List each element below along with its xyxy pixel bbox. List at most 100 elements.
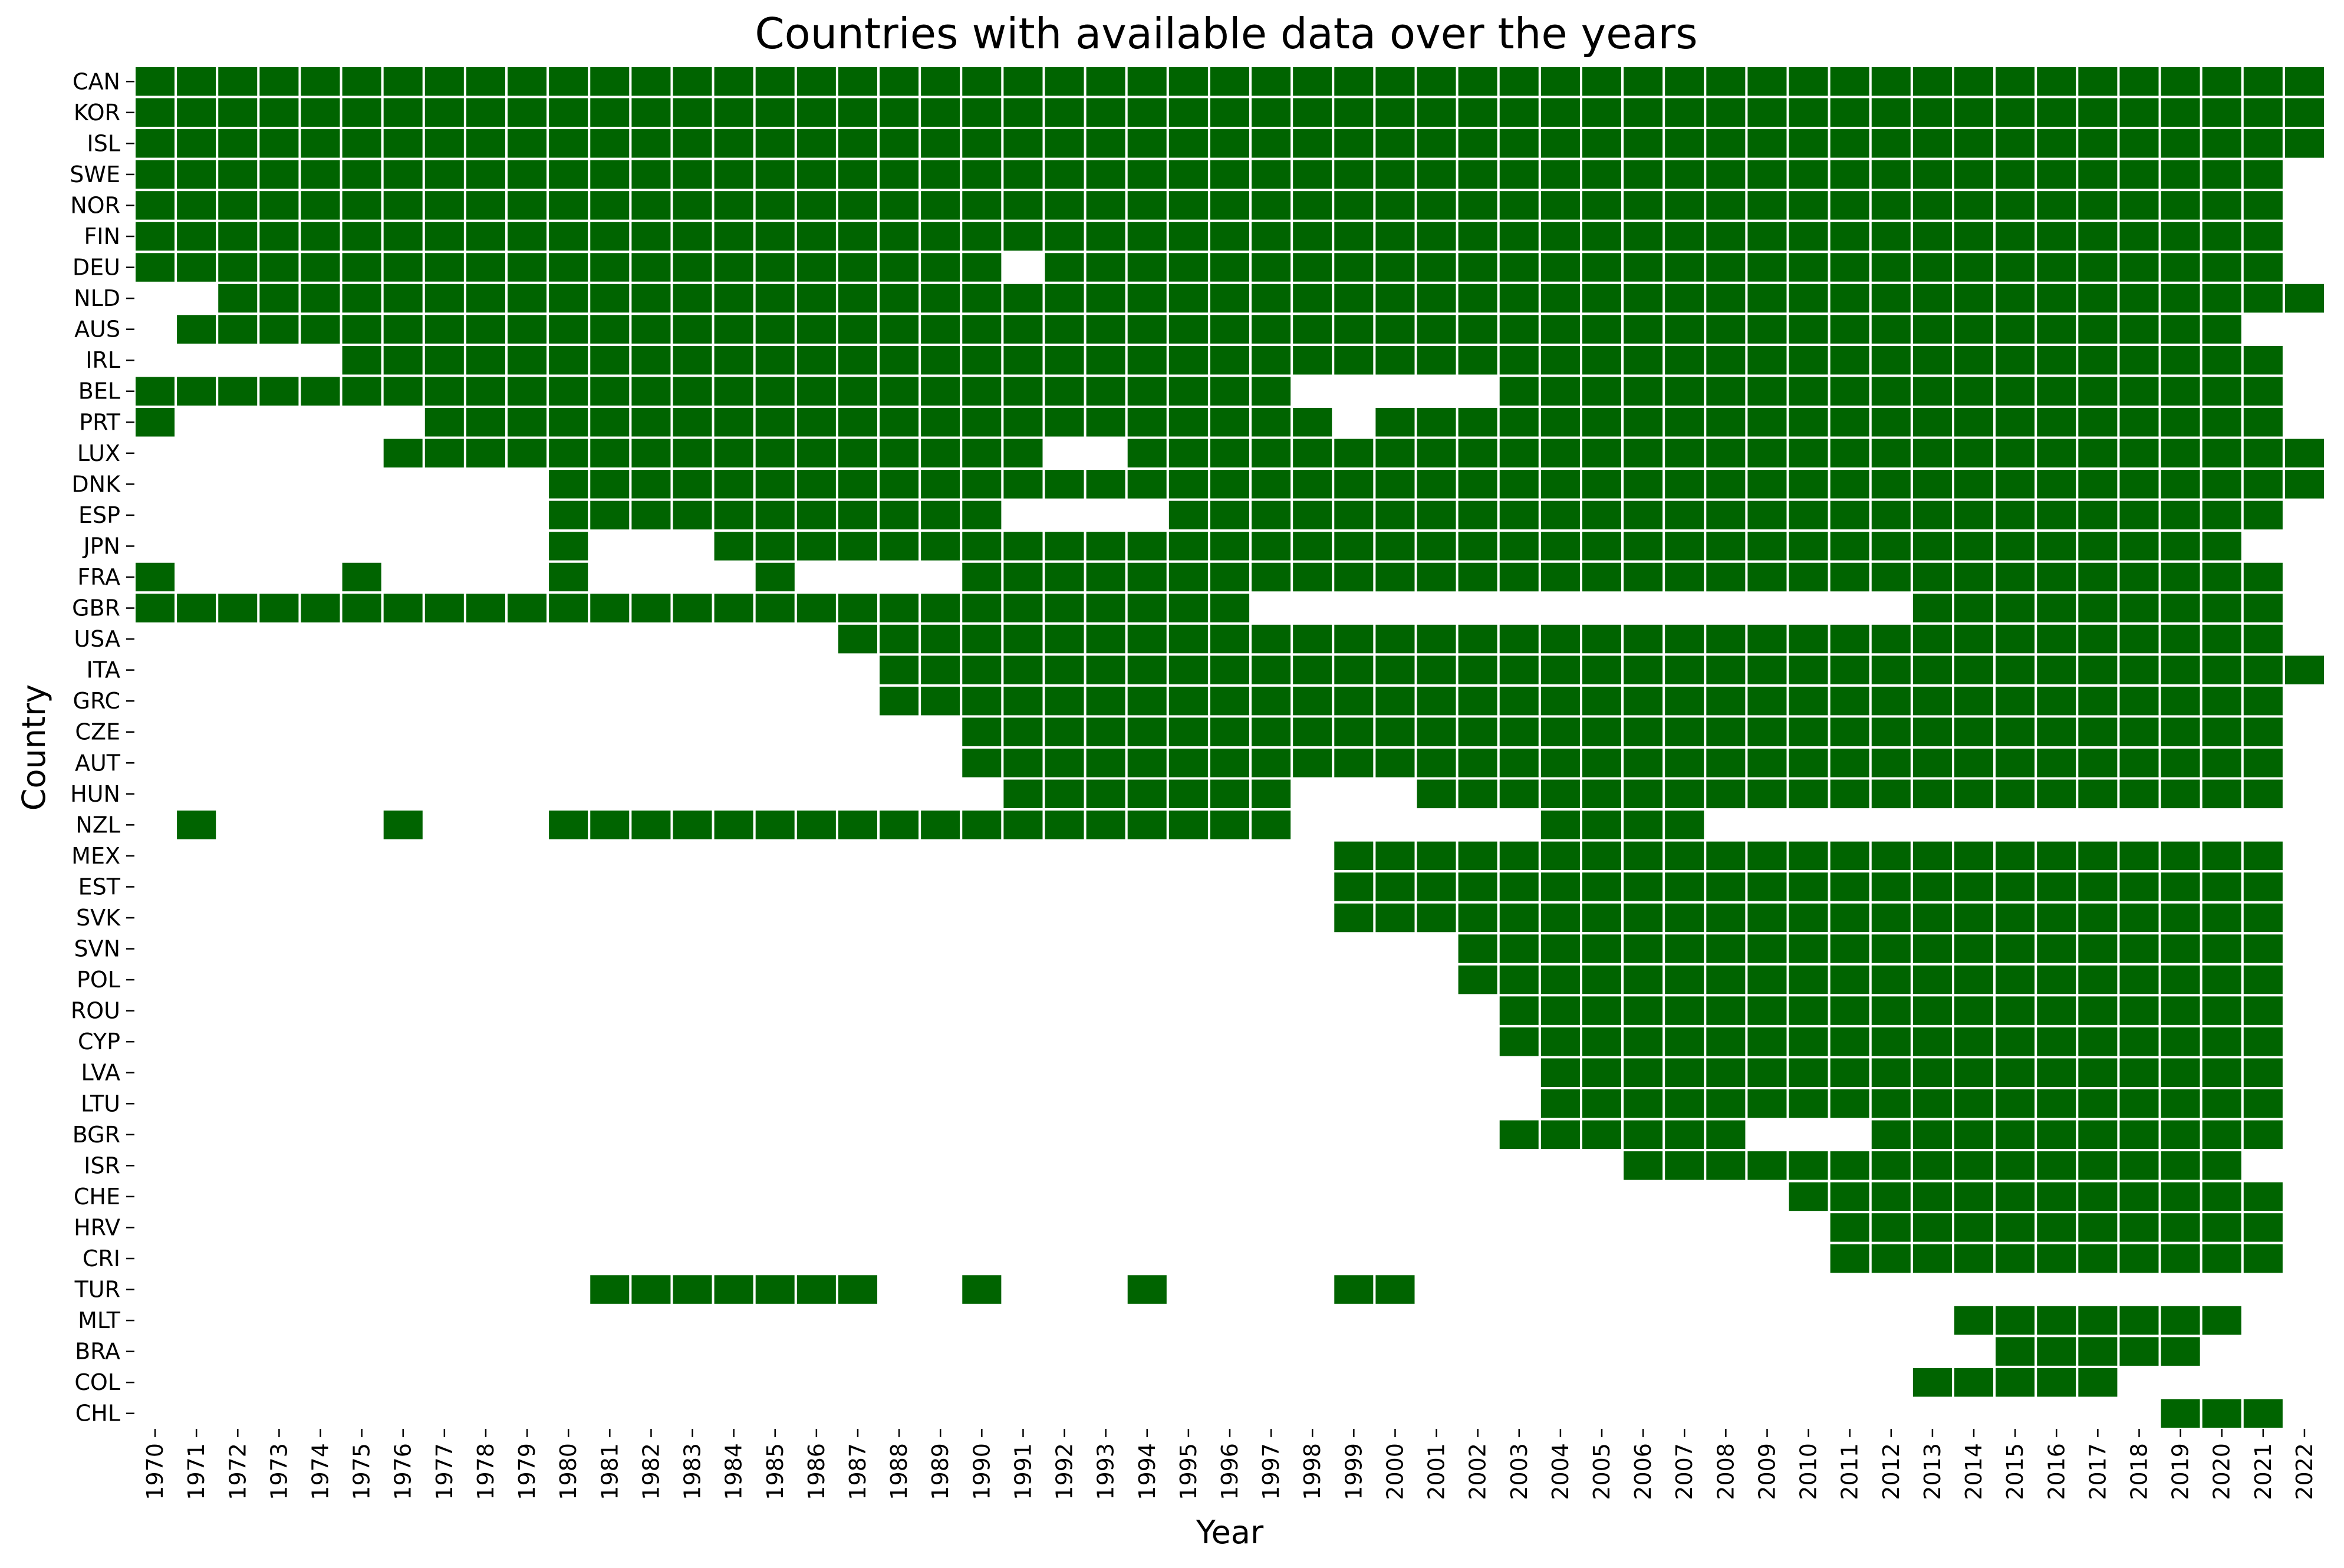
cell-ROU-2008 <box>1704 994 1748 1027</box>
cell-USA-1990 <box>960 622 1004 656</box>
cell-BGR-2020 <box>2200 1118 2244 1152</box>
cell-MEX-2016 <box>2034 839 2079 873</box>
cell-GRC-2006 <box>1621 684 1665 718</box>
cell-BEL-1970 <box>133 374 177 408</box>
cell-JPN-1993 <box>1084 529 1128 563</box>
x-tick-label: 2012 <box>1878 1443 1904 1500</box>
cell-GBR-2019 <box>2158 591 2203 625</box>
cell-NLD-1995 <box>1166 281 1210 315</box>
cell-AUT-2016 <box>2034 746 2079 780</box>
cell-AUT-2001 <box>1414 746 1459 780</box>
cell-ROU-2012 <box>1869 994 1913 1027</box>
cell-POL-2005 <box>1579 963 1624 997</box>
cell-NLD-2011 <box>1828 281 1872 315</box>
cell-NOR-2017 <box>2076 189 2120 222</box>
cell-NOR-1999 <box>1332 189 1376 222</box>
x-axis-ticks: 1970 1971 1972 1973 1974 1975 1976 1977 1978 1979… <box>142 1429 2317 1500</box>
cell-KOR-1982 <box>629 95 673 130</box>
cell-NLD-2016 <box>2034 281 2079 315</box>
cell-HUN-1991 <box>1001 777 1045 811</box>
cell-NLD-2020 <box>2200 281 2244 315</box>
y-tick-label: KOR <box>74 100 120 126</box>
x-tick-label: 2007 <box>1671 1443 1697 1500</box>
cell-CHE-2014 <box>1951 1180 1996 1214</box>
cell-DEU-1975 <box>340 251 384 284</box>
cell-CAN-1989 <box>918 65 963 98</box>
cell-FIN-2006 <box>1621 219 1665 253</box>
cell-NOR-2000 <box>1373 189 1417 222</box>
cell-GRC-1999 <box>1332 684 1376 718</box>
cell-SWE-1974 <box>298 157 343 192</box>
cell-ISR-2020 <box>2200 1149 2244 1182</box>
cell-AUT-1995 <box>1166 746 1210 780</box>
cell-ITA-1989 <box>918 653 963 687</box>
cell-NOR-2003 <box>1497 189 1541 222</box>
cell-HRV-2016 <box>2034 1211 2079 1244</box>
cell-KOR-1980 <box>547 95 591 130</box>
cell-DEU-1995 <box>1166 251 1210 284</box>
cell-DNK-2004 <box>1538 467 1582 501</box>
cell-NOR-1973 <box>257 189 301 222</box>
cell-ISR-2011 <box>1828 1149 1872 1182</box>
cell-NOR-1970 <box>133 189 177 222</box>
cell-NZL-2006 <box>1621 808 1665 842</box>
x-tick-label: 1992 <box>1052 1443 1078 1500</box>
cell-FIN-2014 <box>1951 219 1996 253</box>
cell-AUS-2005 <box>1579 312 1624 346</box>
cell-JPN-2000 <box>1373 529 1417 563</box>
cell-ISL-2003 <box>1497 127 1541 160</box>
cell-CYP-2008 <box>1704 1025 1748 1059</box>
cell-NLD-1999 <box>1332 281 1376 315</box>
x-tick-label: 1984 <box>721 1443 747 1500</box>
cell-CZE-2017 <box>2076 715 2120 749</box>
cell-SWE-2012 <box>1869 157 1913 192</box>
cell-KOR-1996 <box>1207 95 1252 130</box>
cell-ITA-2009 <box>1745 653 1789 687</box>
cell-FIN-1994 <box>1125 219 1169 253</box>
cell-CZE-2010 <box>1786 715 1831 749</box>
cell-SWE-2016 <box>2034 157 2079 192</box>
cell-ESP-2010 <box>1786 498 1831 532</box>
cell-DEU-1972 <box>216 251 260 284</box>
cell-SWE-1981 <box>588 157 632 192</box>
cell-FIN-1978 <box>463 219 508 253</box>
cell-ESP-2003 <box>1497 498 1541 532</box>
cell-CYP-2007 <box>1662 1025 1707 1059</box>
cell-ISL-1971 <box>175 127 219 160</box>
cell-ISR-2016 <box>2034 1149 2079 1182</box>
cell-ITA-1988 <box>877 653 921 687</box>
cell-FIN-1987 <box>835 219 880 253</box>
cell-NLD-2021 <box>2241 281 2285 315</box>
cell-CHE-2012 <box>1869 1180 1913 1214</box>
cell-ISL-1972 <box>216 127 260 160</box>
cell-NLD-1972 <box>216 281 260 315</box>
y-tick-label: BEL <box>78 378 120 404</box>
cell-SVK-2007 <box>1662 901 1707 935</box>
cell-ISL-2017 <box>2076 127 2120 160</box>
cell-ISL-1973 <box>257 127 301 160</box>
cell-GRC-2005 <box>1579 684 1624 718</box>
cell-DEU-2001 <box>1414 251 1459 284</box>
cell-LVA-2013 <box>1910 1056 1954 1090</box>
cell-SWE-1987 <box>835 157 880 192</box>
cell-IRL-1996 <box>1207 343 1252 377</box>
cell-JPN-1987 <box>835 529 880 563</box>
cell-FIN-2009 <box>1745 219 1789 253</box>
cell-LVA-2019 <box>2158 1056 2203 1090</box>
cell-NLD-1991 <box>1001 281 1045 315</box>
cell-GBR-1994 <box>1125 591 1169 625</box>
cell-CAN-1986 <box>794 65 838 98</box>
cell-FIN-1986 <box>794 219 838 253</box>
cell-EST-2014 <box>1951 870 1996 904</box>
cell-NOR-1989 <box>918 189 963 222</box>
cell-CYP-2006 <box>1621 1025 1665 1059</box>
cell-BRA-2016 <box>2034 1335 2079 1368</box>
cell-NLD-1984 <box>712 281 756 315</box>
cell-GRC-1992 <box>1042 684 1087 718</box>
cell-DNK-1982 <box>629 467 673 501</box>
cell-ESP-1990 <box>960 498 1004 532</box>
cell-MLT-2015 <box>1993 1303 2037 1338</box>
cell-USA-2020 <box>2200 622 2244 656</box>
cell-ESP-1988 <box>877 498 921 532</box>
x-tick-label: 1997 <box>1258 1443 1284 1500</box>
